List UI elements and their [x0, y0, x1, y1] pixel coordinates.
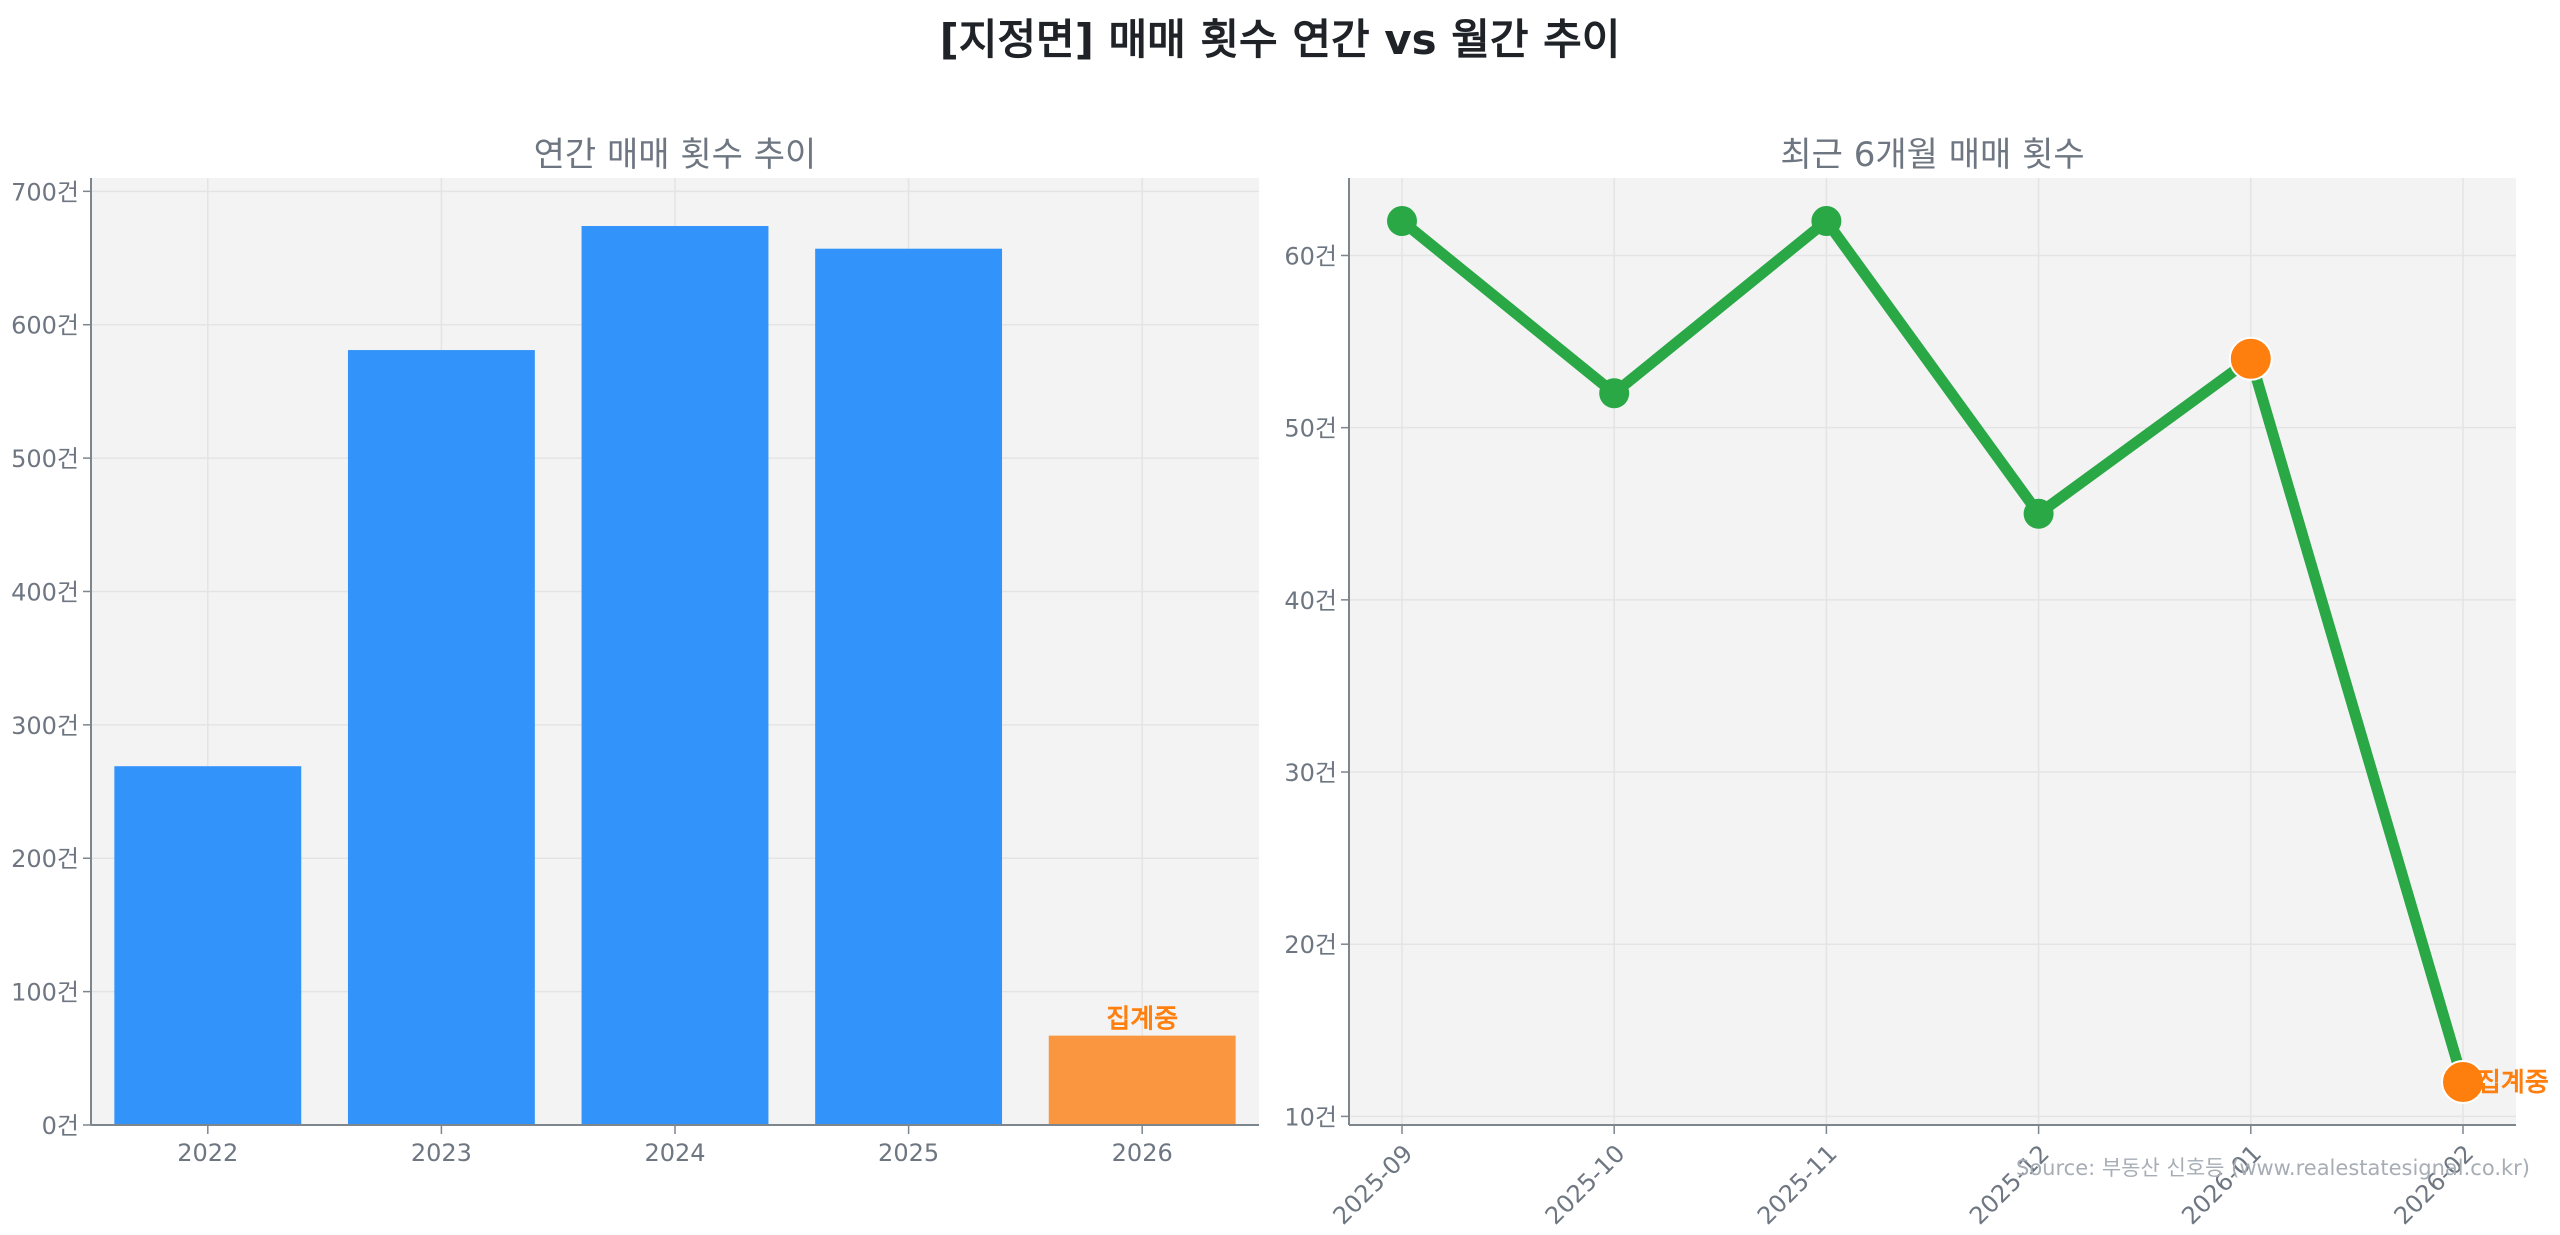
y-tick-label: 30건: [1284, 759, 1337, 787]
x-tick-label: 2025-12: [1964, 1139, 2055, 1230]
x-tick-label: 2026-01: [2176, 1139, 2267, 1230]
x-tick-label: 2023: [411, 1139, 472, 1167]
partial-annotation: 집계중: [2477, 1068, 2549, 1098]
bar-2022[interactable]: [114, 766, 302, 1125]
y-tick-label: 0건: [42, 1112, 79, 1140]
y-tick-label: 40건: [1284, 587, 1337, 615]
y-tick-label: 700건: [11, 178, 79, 206]
x-tick-label: 2026: [1112, 1139, 1173, 1167]
x-tick-label: 2025: [878, 1139, 939, 1167]
bar-2026[interactable]: [1048, 1035, 1236, 1125]
data-point-2025-10[interactable]: [1599, 378, 1630, 409]
data-point-2026-02[interactable]: [2441, 1059, 2485, 1104]
data-point-2026-01[interactable]: [2228, 336, 2273, 381]
monthly-line-chart: 최근 6개월 매매 횟수 10건 20건 30건 40건 50건 60건 2025-09 202…: [1284, 135, 2548, 1230]
left-chart-title: 연간 매매 횟수 추이: [534, 135, 817, 175]
right-chart-title: 최근 6개월 매매 횟수: [1780, 135, 2084, 175]
annual-bar-chart: 연간 매매 횟수 추이 0건 100건 200건 300건 400건 500건 600건 700…: [11, 135, 1259, 1167]
y-tick-label: 100건: [11, 979, 79, 1007]
trend-line: [1398, 213, 2469, 1084]
bar-2023[interactable]: [347, 350, 535, 1126]
main-title: [지정면] 매매 횟수 연간 vs 월간 추이: [939, 15, 1621, 64]
x-tick-label: 2022: [177, 1139, 238, 1167]
bar-2025[interactable]: [815, 248, 1003, 1126]
source-note: Source: 부동산 신호등 (www.realestatesignal.co…: [2016, 1156, 2530, 1180]
y-tick-label: 60건: [1284, 242, 1337, 270]
y-tick-label: 400건: [11, 578, 79, 606]
x-tick-label: 2025-09: [1328, 1139, 1419, 1230]
y-tick-label: 10건: [1284, 1103, 1337, 1131]
data-point-2025-11[interactable]: [1811, 206, 1842, 237]
y-tick-label: 600건: [11, 312, 79, 340]
x-tick-label: 2025-10: [1540, 1139, 1631, 1230]
data-point-2025-12[interactable]: [2023, 498, 2054, 529]
x-tick-label: 2024: [644, 1139, 705, 1167]
x-tick-label: 2025-11: [1752, 1139, 1843, 1230]
x-tick-label: 2026-02: [2389, 1139, 2480, 1230]
y-tick-label: 300건: [11, 712, 79, 740]
y-tick-label: 20건: [1284, 931, 1337, 959]
bar-2024[interactable]: [581, 226, 769, 1125]
y-tick-label: 50건: [1284, 415, 1337, 443]
partial-annotation: 집계중: [1106, 1005, 1178, 1035]
data-point-2025-09[interactable]: [1387, 206, 1417, 237]
y-tick-label: 200건: [11, 845, 79, 873]
y-tick-label: 500건: [11, 445, 79, 473]
